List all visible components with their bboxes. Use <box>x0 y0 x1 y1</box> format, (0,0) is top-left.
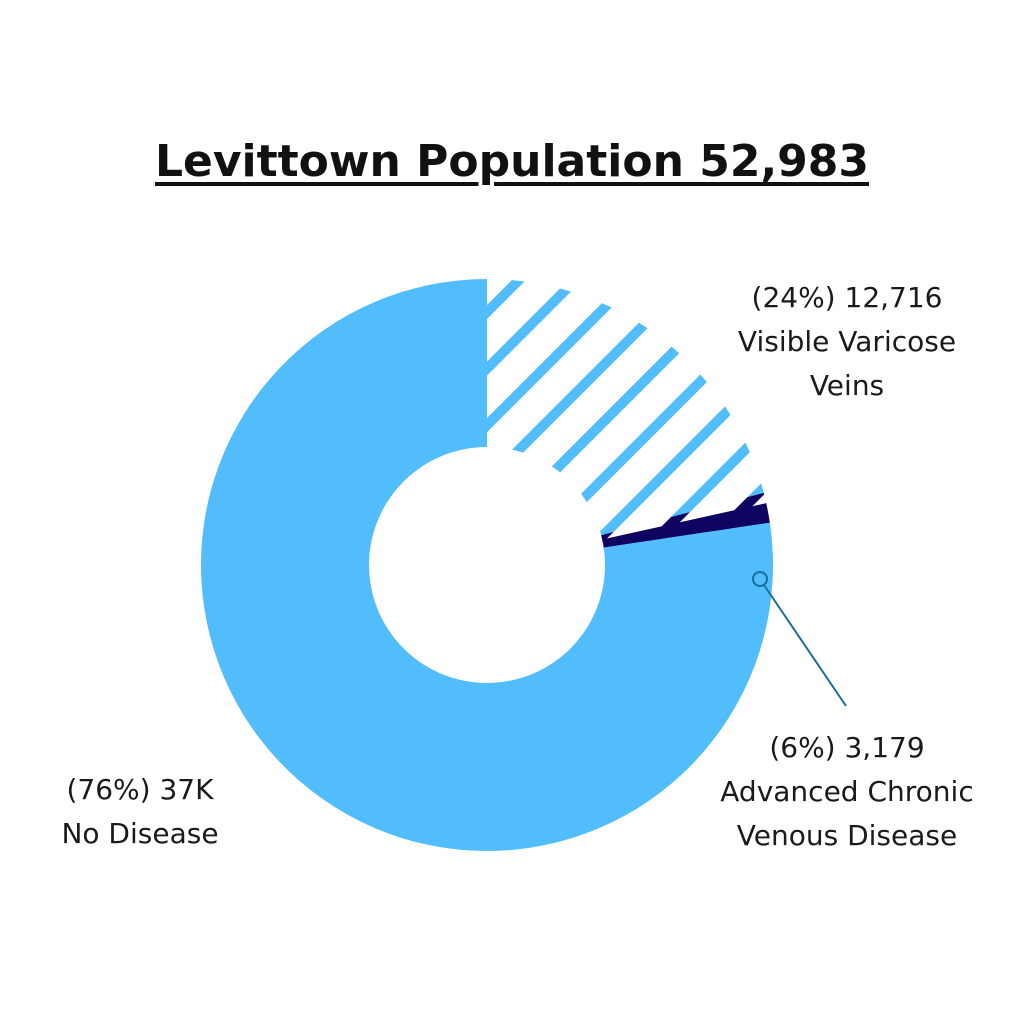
slice-label-line: (6%) 3,179 <box>769 731 925 764</box>
slice-no-disease <box>200 279 774 851</box>
slice-label-line: Visible Varicose <box>737 325 957 358</box>
slice-advanced-chronic-venous-disease-band <box>602 503 770 548</box>
slice-label-line: (24%) 12,716 <box>751 281 943 314</box>
slice-label-no-disease: (76%) 37K No Disease <box>40 768 240 856</box>
slice-label-line: No Disease <box>61 817 219 850</box>
leader-line <box>763 584 847 707</box>
slice-label-advanced-chronic-venous-disease: (6%) 3,179 Advanced Chronic Venous Disea… <box>700 726 994 858</box>
leader-dot <box>752 571 768 587</box>
chart-title: Levittown Population 52,983 <box>154 136 870 187</box>
slice-label-line: Venous Disease <box>736 819 958 852</box>
slice-label-visible-varicose-veins: (24%) 12,716 Visible Varicose Veins <box>710 276 984 408</box>
slice-label-line: Advanced Chronic <box>720 775 974 808</box>
slice-label-line: Veins <box>809 369 885 402</box>
slice-visible-varicose-veins <box>487 279 770 548</box>
slice-label-line: (76%) 37K <box>66 773 214 806</box>
